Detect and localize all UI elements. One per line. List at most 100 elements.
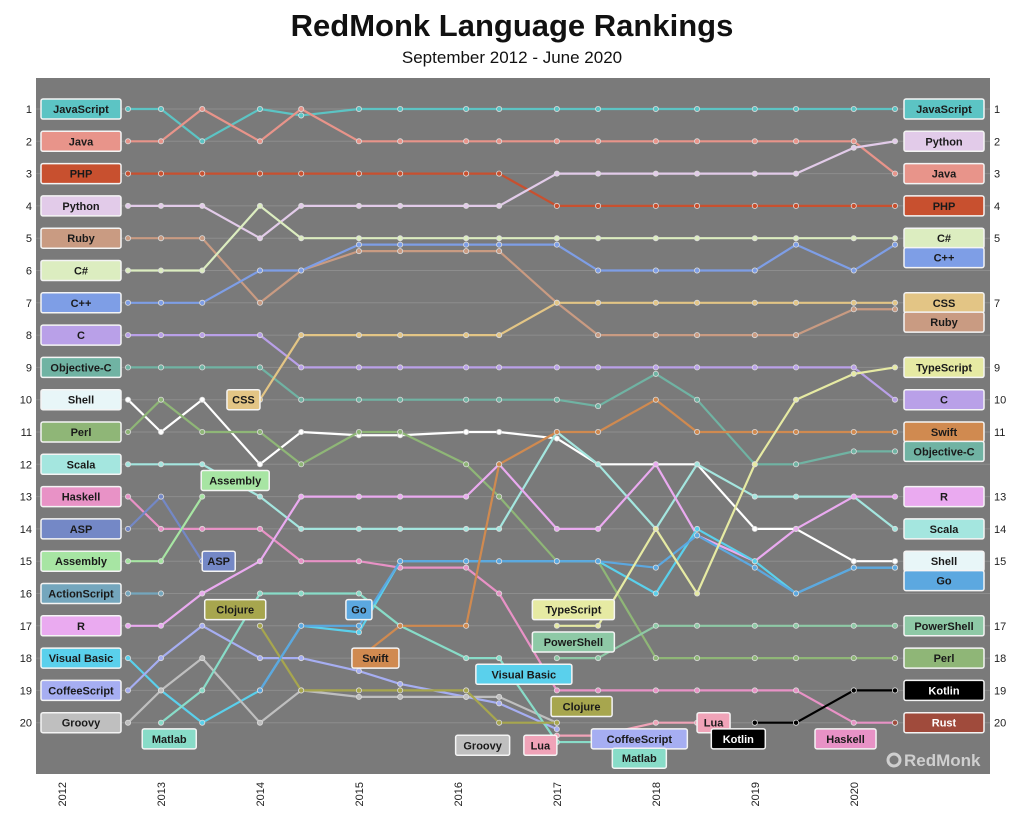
data-point bbox=[793, 687, 800, 694]
data-point bbox=[496, 655, 503, 662]
y-tick-label-right: 14 bbox=[994, 524, 1006, 536]
data-point bbox=[553, 525, 560, 532]
left-label-box bbox=[40, 292, 122, 314]
annotation-label-text: TypeScript bbox=[545, 605, 601, 617]
y-tick-label: 6 bbox=[26, 266, 32, 278]
data-point bbox=[892, 564, 899, 571]
data-point bbox=[298, 687, 305, 694]
right-label-box bbox=[903, 162, 985, 185]
data-point bbox=[256, 590, 263, 597]
data-point bbox=[125, 170, 132, 177]
data-point bbox=[595, 299, 602, 306]
data-point bbox=[355, 241, 362, 248]
x-tick-label: 2014 bbox=[255, 782, 267, 806]
data-point bbox=[694, 299, 701, 306]
data-point bbox=[892, 655, 899, 662]
left-label-text: Ruby bbox=[67, 233, 95, 245]
y-tick-label: 3 bbox=[26, 169, 32, 181]
y-tick-label-right: 17 bbox=[994, 621, 1006, 633]
data-point bbox=[793, 719, 800, 726]
data-point bbox=[355, 629, 362, 636]
data-point bbox=[125, 461, 132, 468]
annotation-label-text: Haskell bbox=[826, 734, 865, 746]
series-lines bbox=[125, 106, 899, 746]
chart-subtitle: September 2012 - June 2020 bbox=[401, 48, 623, 67]
data-point bbox=[463, 655, 470, 662]
data-point bbox=[298, 170, 305, 177]
series-perl bbox=[125, 396, 899, 662]
data-point bbox=[793, 241, 800, 248]
y-tick-label: 2 bbox=[26, 136, 32, 148]
annotation-label-box bbox=[550, 695, 613, 718]
right-label-text: TypeScript bbox=[916, 362, 972, 374]
data-point bbox=[199, 396, 206, 403]
data-point bbox=[463, 138, 470, 145]
data-point bbox=[751, 106, 758, 113]
right-label-box bbox=[903, 647, 985, 669]
data-point bbox=[157, 170, 164, 177]
data-point bbox=[199, 170, 206, 177]
data-point bbox=[496, 558, 503, 565]
data-point bbox=[397, 248, 404, 255]
y-tick-label: 4 bbox=[26, 201, 32, 213]
data-point bbox=[850, 299, 857, 306]
data-point bbox=[793, 106, 800, 113]
data-point bbox=[892, 241, 899, 248]
data-point bbox=[850, 364, 857, 371]
left-label-box bbox=[40, 98, 122, 120]
y-tick-label: 9 bbox=[26, 362, 32, 374]
data-point bbox=[199, 525, 206, 532]
data-point bbox=[125, 202, 132, 209]
left-label-box bbox=[40, 647, 122, 669]
data-point bbox=[595, 267, 602, 274]
data-point bbox=[652, 299, 659, 306]
data-point bbox=[199, 622, 206, 629]
left-label-box bbox=[40, 550, 122, 572]
data-point bbox=[463, 396, 470, 403]
annotation-label-box bbox=[531, 598, 616, 621]
right-label-text: Swift bbox=[931, 427, 958, 439]
data-point bbox=[793, 622, 800, 629]
data-point bbox=[355, 396, 362, 403]
data-point bbox=[652, 396, 659, 403]
data-point bbox=[125, 655, 132, 662]
data-point bbox=[595, 138, 602, 145]
data-point bbox=[298, 396, 305, 403]
data-point bbox=[751, 170, 758, 177]
left-label-text: Objective-C bbox=[50, 362, 111, 374]
data-point bbox=[298, 493, 305, 500]
data-point bbox=[751, 525, 758, 532]
annotation-label-text: PowerShell bbox=[544, 637, 603, 649]
data-point bbox=[256, 170, 263, 177]
data-point bbox=[157, 461, 164, 468]
left-label-box bbox=[40, 356, 122, 379]
data-point bbox=[496, 241, 503, 248]
right-label-box bbox=[903, 311, 985, 333]
annotation-label: Matlab bbox=[141, 728, 197, 750]
data-point bbox=[157, 687, 164, 694]
data-point bbox=[694, 396, 701, 403]
data-point bbox=[397, 493, 404, 500]
data-point bbox=[199, 138, 206, 145]
series-clojure bbox=[256, 622, 560, 726]
data-point bbox=[850, 493, 857, 500]
data-point bbox=[256, 235, 263, 242]
annotation-label-box bbox=[345, 598, 373, 621]
data-point bbox=[199, 106, 206, 113]
data-point bbox=[892, 719, 899, 726]
data-point bbox=[553, 726, 560, 733]
data-point bbox=[355, 106, 362, 113]
data-point bbox=[694, 622, 701, 629]
data-point bbox=[553, 558, 560, 565]
data-point bbox=[850, 235, 857, 242]
right-label-box bbox=[903, 569, 985, 592]
right-label-box bbox=[903, 440, 985, 463]
y-tick-label: 11 bbox=[21, 427, 32, 439]
data-point bbox=[793, 525, 800, 532]
annotation-label: CoffeeScript bbox=[590, 728, 689, 750]
left-label-box bbox=[40, 162, 122, 185]
data-point bbox=[256, 364, 263, 371]
data-point bbox=[397, 138, 404, 145]
data-point bbox=[892, 493, 899, 500]
left-label-box bbox=[40, 195, 122, 217]
